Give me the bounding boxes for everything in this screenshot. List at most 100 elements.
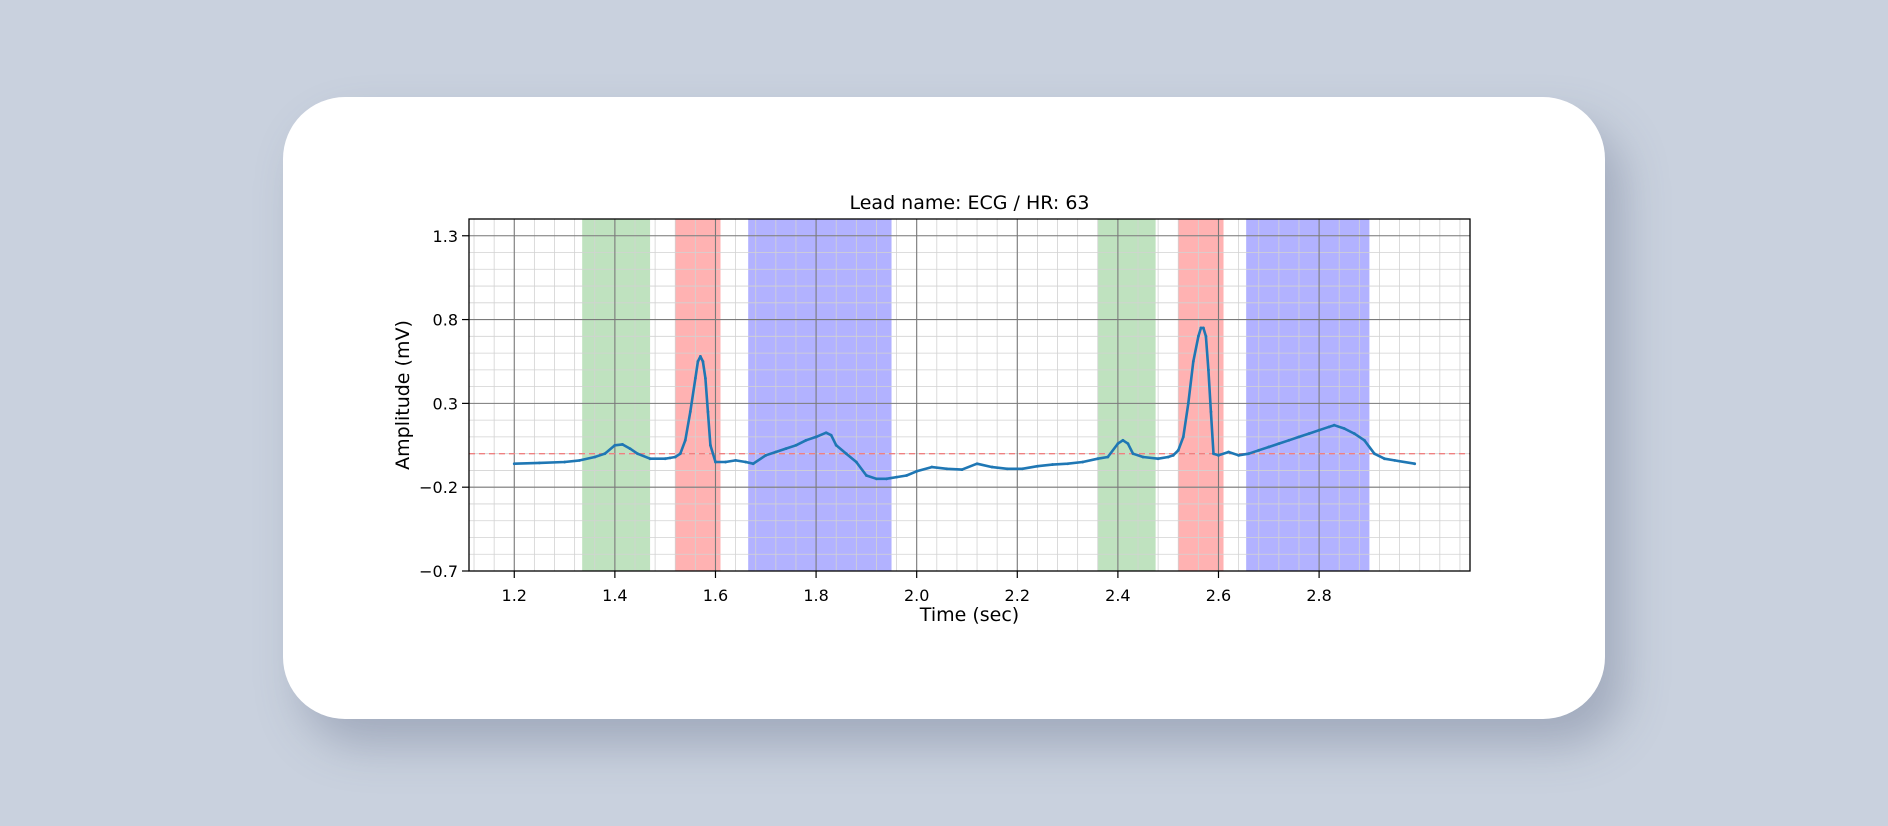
data-point: [613, 443, 617, 447]
data-point: [1126, 442, 1130, 446]
data-point: [734, 458, 737, 462]
data-point: [1257, 448, 1261, 452]
data-point: [1383, 457, 1386, 461]
data-point: [854, 460, 858, 464]
data-point: [905, 474, 909, 477]
data-point: [960, 468, 964, 471]
data-point: [1171, 453, 1175, 457]
data-point: [829, 433, 833, 437]
data-point: [668, 456, 672, 460]
y-tick-label: 0.3: [433, 394, 458, 413]
data-point: [1081, 460, 1085, 464]
highlight-region: [748, 219, 892, 571]
series-layer: [512, 326, 1417, 481]
data-point: [1121, 438, 1125, 442]
data-point: [1051, 463, 1054, 466]
data-point: [563, 460, 566, 464]
data-point: [930, 465, 934, 469]
data-point: [696, 360, 700, 363]
data-point: [1307, 432, 1311, 435]
data-point: [794, 443, 798, 447]
data-point: [824, 431, 828, 435]
data-point: [593, 455, 597, 459]
data-point: [709, 443, 712, 447]
x-tick-label: 2.8: [1306, 586, 1331, 605]
data-point: [875, 477, 878, 481]
highlight-region: [1178, 219, 1224, 571]
data-point: [714, 460, 717, 464]
chart-card: [283, 97, 1605, 719]
data-point: [1176, 448, 1180, 452]
data-point: [1332, 423, 1336, 427]
grid: [469, 219, 1470, 572]
data-point: [814, 435, 818, 439]
data-point: [1217, 453, 1220, 457]
data-point: [1373, 452, 1376, 456]
data-point: [1267, 445, 1271, 449]
data-point: [1106, 455, 1110, 459]
data-point: [1342, 427, 1346, 430]
data-point: [1020, 467, 1024, 471]
data-point: [1141, 455, 1145, 459]
data-point: [1212, 452, 1215, 456]
data-point: [678, 452, 682, 456]
data-point: [990, 465, 994, 469]
data-point: [1191, 360, 1195, 363]
highlight-regions: [582, 219, 1370, 571]
data-point: [1202, 326, 1205, 330]
data-point: [784, 447, 788, 451]
data-point: [704, 376, 707, 380]
highlight-region: [1246, 219, 1370, 571]
y-tick-label: −0.7: [419, 562, 458, 581]
data-point: [895, 475, 898, 479]
y-axis-label: Amplitude (mV): [392, 320, 414, 470]
data-point: [1181, 435, 1185, 439]
data-point: [844, 452, 848, 456]
highlight-region: [582, 219, 651, 571]
data-point: [764, 453, 768, 457]
data-point: [693, 376, 697, 380]
x-tick-label: 1.2: [502, 586, 527, 605]
data-point: [673, 455, 677, 459]
x-tick-label: 2.2: [1005, 586, 1030, 605]
data-point: [1199, 326, 1203, 330]
data-point: [1096, 457, 1100, 461]
data-point: [512, 462, 516, 466]
highlight-region: [675, 219, 721, 571]
data-point: [1156, 457, 1160, 461]
data-point: [1005, 467, 1009, 471]
data-point: [885, 477, 888, 481]
y-tick-label: −0.2: [419, 478, 458, 497]
data-point: [1247, 452, 1251, 456]
data-point: [701, 360, 705, 363]
data-point: [1287, 438, 1291, 442]
data-point: [663, 457, 667, 461]
data-point: [1352, 432, 1356, 435]
data-point: [1317, 428, 1321, 432]
data-point: [1116, 442, 1120, 446]
data-point: [864, 474, 868, 477]
data-point: [1327, 425, 1331, 429]
data-point: [915, 469, 919, 473]
data-point: [683, 438, 687, 442]
data-point: [1393, 458, 1396, 462]
data-point: [774, 450, 778, 454]
data-point: [1166, 455, 1170, 459]
data-point: [1237, 453, 1241, 457]
x-tick-label: 2.0: [904, 586, 929, 605]
data-point: [578, 458, 582, 462]
data-point: [1297, 435, 1301, 439]
x-tick-label: 1.6: [703, 586, 728, 605]
data-point: [1036, 464, 1039, 468]
y-tick-label: 0.8: [433, 311, 458, 330]
data-point: [628, 447, 632, 451]
data-point: [1066, 462, 1069, 466]
x-tick-label: 2.6: [1206, 586, 1231, 605]
data-point: [751, 462, 755, 466]
highlight-region: [1097, 219, 1156, 571]
x-tick-label: 1.8: [803, 586, 828, 605]
data-point: [706, 410, 710, 414]
data-point: [1204, 334, 1208, 338]
ticks: 1.2 1.4 1.6 1.8 2.0 2.2 2.4 2.6 2.8 −0.7 −0.2 0.3 0.…: [419, 227, 1332, 605]
